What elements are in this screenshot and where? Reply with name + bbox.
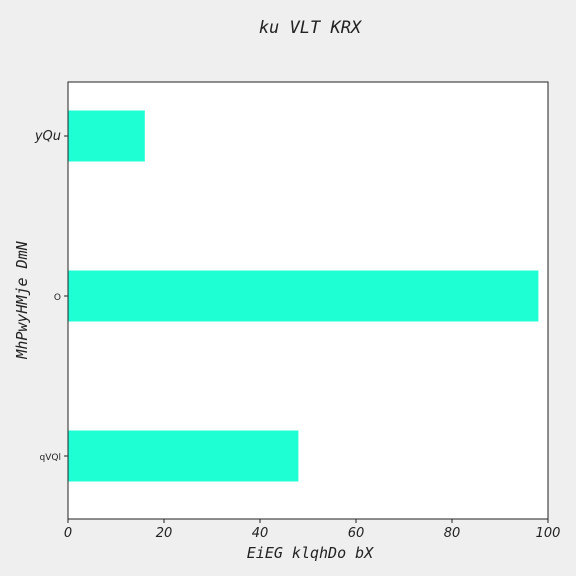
plot-frame bbox=[67, 81, 549, 520]
y-tick-label: qVQl bbox=[40, 453, 61, 463]
x-tick-label: 100 bbox=[536, 526, 561, 541]
x-tick-label: 60 bbox=[348, 526, 365, 541]
bar-yQu bbox=[68, 110, 145, 162]
chart-title: ku VLT KRX bbox=[259, 18, 363, 38]
bar-qVQl bbox=[68, 430, 299, 482]
x-tick-label: 40 bbox=[252, 526, 269, 541]
y-tick-label: O bbox=[54, 293, 61, 303]
x-axis-label: EiEG klqhDo bX bbox=[247, 544, 374, 562]
y-axis-label: MhPwyHMje DmN bbox=[13, 240, 31, 359]
x-tick-label: 20 bbox=[156, 526, 173, 541]
x-tick-label: 0 bbox=[64, 526, 72, 541]
x-tick-label: 80 bbox=[444, 526, 461, 541]
bars-group bbox=[68, 110, 539, 482]
x-tick-labels: 0 20 40 60 80 100 bbox=[64, 519, 561, 541]
y-tick-label: yQu bbox=[34, 129, 61, 144]
bar-O bbox=[68, 270, 539, 322]
